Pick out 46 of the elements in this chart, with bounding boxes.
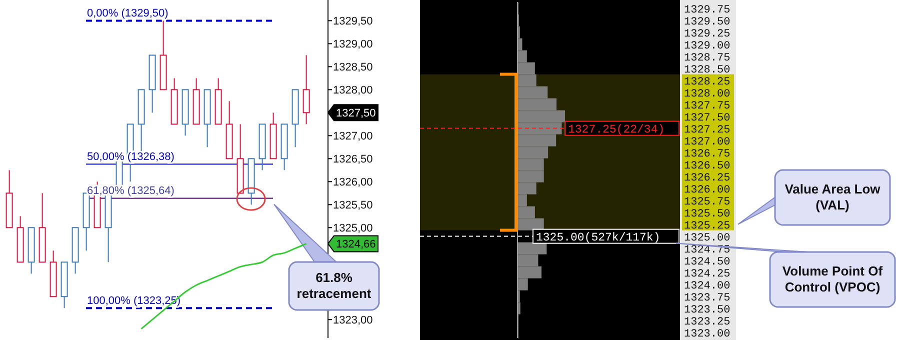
y-tick-label: 1328,00 — [333, 84, 373, 97]
y-tick-label: 1324.25 — [684, 268, 730, 280]
ref-line-label: 1327.25(22/34) — [568, 123, 665, 136]
y-tick-label: 1325.25 — [684, 220, 730, 232]
y-tick-label: 1326.50 — [684, 160, 730, 172]
y-tick-label: 1325,00 — [333, 222, 373, 235]
y-tick-label: 1323.50 — [684, 304, 730, 316]
y-tick-label: 1325.50 — [684, 208, 730, 220]
y-tick-label: 1328.25 — [684, 76, 730, 88]
y-tick-label: 1329,50 — [333, 16, 373, 28]
y-tick-label: 1329.75 — [684, 4, 730, 16]
y-tick-label: 1328.75 — [684, 52, 730, 64]
y-tick-label: 1323.25 — [684, 316, 730, 328]
ref-line-label: 0,00% (1329,50) — [87, 8, 168, 20]
y-tick-label: 1325.00 — [684, 232, 730, 244]
text: 1327,50 — [336, 108, 376, 120]
y-tick-label: 1326,50 — [333, 154, 373, 166]
y-tick-label: 1325,50 — [333, 200, 373, 212]
y-tick-label: 1326.00 — [684, 184, 730, 196]
y-tick-label: 1323,00 — [333, 314, 373, 327]
annotation: 61.8% retracement — [296, 270, 372, 301]
y-tick-label: 1326,00 — [333, 176, 373, 189]
y-tick-label: 1329.50 — [684, 16, 730, 28]
text: Value Area Low (VAL) — [784, 182, 882, 212]
y-tick-label: 1327.75 — [684, 100, 730, 112]
y-tick-label: 1327,00 — [333, 130, 373, 143]
y-tick-label: 1329,00 — [333, 38, 373, 51]
candlestick — [302, 54, 310, 125]
y-tick-label: 1328,50 — [333, 62, 373, 74]
y-tick-label: 1323.75 — [684, 292, 730, 304]
y-tick-label: 1327.00 — [684, 136, 730, 148]
y-tick-label: 1325.75 — [684, 196, 730, 208]
ref-line-label: 1325.00(527k/117k) — [536, 231, 660, 244]
y-tick-label: 1324.00 — [684, 280, 730, 292]
text: Volume Point Of Control (VPOC) — [782, 264, 884, 294]
y-tick-label: 1329.25 — [684, 28, 730, 40]
y-tick-label: 1327.50 — [684, 112, 730, 124]
y-tick-label: 1326.75 — [684, 148, 730, 160]
y-tick-label: 1324.50 — [684, 256, 730, 268]
y-tick-label: 1323.00 — [684, 328, 730, 340]
text: 1324,66 — [336, 238, 376, 251]
y-tick-label: 1328.50 — [684, 64, 730, 76]
y-tick-label: 1328.00 — [684, 88, 730, 100]
y-tick-label: 1326.25 — [684, 172, 730, 184]
y-tick-label: 1329.00 — [684, 40, 730, 52]
y-tick-label: 1327.25 — [684, 124, 730, 136]
